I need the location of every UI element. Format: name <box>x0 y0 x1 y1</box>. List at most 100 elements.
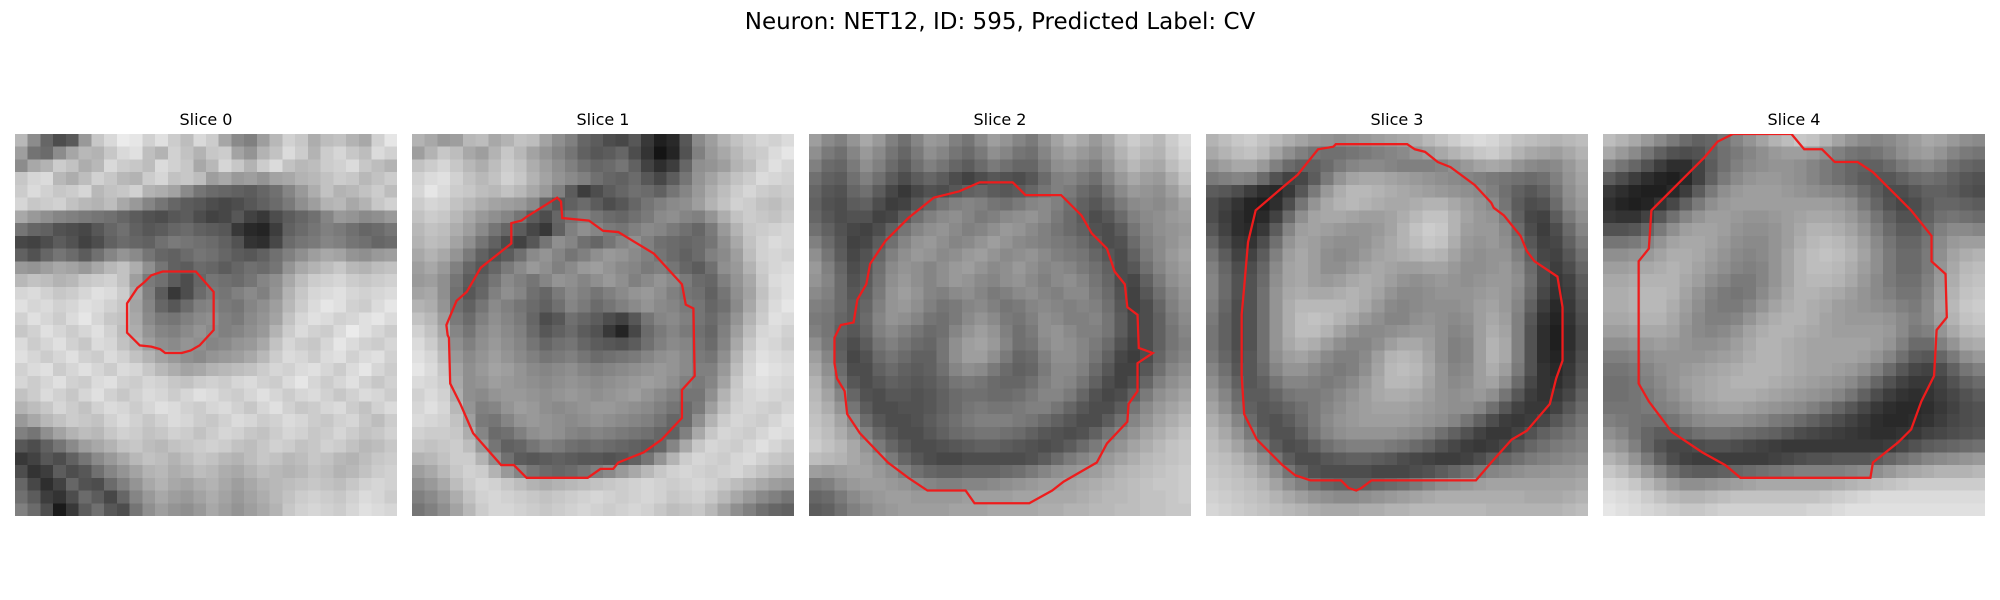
pixel <box>358 235 372 249</box>
pixel <box>65 210 79 224</box>
pixel <box>923 477 937 491</box>
pixel <box>872 210 886 224</box>
pixel <box>1206 325 1219 338</box>
pixel <box>462 248 476 262</box>
pixel <box>809 248 822 262</box>
pixel <box>295 350 309 364</box>
pixel <box>1486 490 1500 504</box>
pixel <box>437 375 451 389</box>
pixel <box>1959 261 1973 275</box>
pixel <box>244 197 258 211</box>
pixel <box>513 261 527 275</box>
pixel <box>755 490 769 504</box>
pixel <box>1307 134 1321 147</box>
pixel <box>1486 375 1500 389</box>
pixel <box>768 274 782 288</box>
pixel <box>1628 210 1642 224</box>
pixel <box>1473 503 1487 516</box>
pixel <box>692 465 706 479</box>
pixel <box>872 401 886 415</box>
pixel <box>193 146 207 160</box>
pixel <box>743 477 757 491</box>
pixel <box>167 325 181 338</box>
pixel <box>1717 337 1731 351</box>
pixel <box>1768 363 1782 377</box>
pixel <box>1704 159 1718 173</box>
pixel <box>1295 312 1309 326</box>
pixel <box>1832 337 1846 351</box>
pixel <box>987 490 1001 504</box>
pixel <box>743 465 757 479</box>
pixel <box>358 325 372 338</box>
pixel <box>206 414 219 428</box>
pixel <box>1460 388 1474 402</box>
pixel <box>628 490 642 504</box>
pixel <box>1282 184 1296 198</box>
pixel <box>155 388 169 402</box>
pixel <box>1231 503 1245 516</box>
pixel <box>1295 350 1309 364</box>
pixel <box>1653 299 1667 313</box>
pixel <box>1704 414 1718 428</box>
pixel <box>142 197 156 211</box>
pixel <box>1320 439 1334 453</box>
pixel <box>590 363 604 377</box>
pixel <box>1641 134 1655 147</box>
pixel <box>218 363 232 377</box>
pixel <box>936 452 950 466</box>
pixel <box>1730 350 1744 364</box>
pixel <box>1101 299 1115 313</box>
pixel <box>1114 146 1128 160</box>
pixel <box>564 184 578 198</box>
pixel <box>256 325 270 338</box>
pixel <box>1794 337 1807 351</box>
pixel <box>1908 490 1922 504</box>
pixel <box>244 134 258 147</box>
pixel <box>1857 184 1871 198</box>
pixel <box>1679 477 1693 491</box>
pixel <box>781 439 794 453</box>
pixel <box>53 375 67 389</box>
pixel <box>116 503 130 516</box>
pixel <box>590 490 604 504</box>
pixel <box>155 363 169 377</box>
pixel <box>488 325 502 338</box>
pixel <box>424 134 438 147</box>
pixel <box>1101 426 1115 440</box>
pixel <box>1537 426 1551 440</box>
pixel <box>1781 503 1795 516</box>
pixel <box>1206 350 1219 364</box>
pixel <box>1447 210 1461 224</box>
pixel <box>755 426 769 440</box>
pixel <box>40 184 54 198</box>
pixel <box>1206 286 1219 300</box>
pixel <box>1140 375 1154 389</box>
pixel <box>1603 299 1616 313</box>
pixel <box>1076 375 1090 389</box>
pixel <box>1063 503 1077 516</box>
pixel <box>1717 375 1731 389</box>
pixel <box>1063 184 1077 198</box>
pixel <box>129 350 143 364</box>
pixel <box>1498 337 1512 351</box>
pixel <box>1498 452 1512 466</box>
pixel <box>218 452 232 466</box>
pixel <box>987 159 1001 173</box>
pixel <box>1000 439 1013 453</box>
pixel <box>910 146 924 160</box>
pixel <box>910 184 924 198</box>
pixel <box>1101 134 1115 147</box>
pixel <box>692 477 706 491</box>
pixel <box>193 490 207 504</box>
pixel <box>1397 426 1410 440</box>
pixel <box>1972 261 1985 275</box>
pixel <box>1717 388 1731 402</box>
pixel <box>1435 197 1449 211</box>
pixel <box>104 261 118 275</box>
pixel <box>872 159 886 173</box>
pixel <box>1038 350 1052 364</box>
pixel <box>65 350 79 364</box>
pixel <box>320 197 334 211</box>
pixel <box>488 477 502 491</box>
pixel <box>256 159 270 173</box>
